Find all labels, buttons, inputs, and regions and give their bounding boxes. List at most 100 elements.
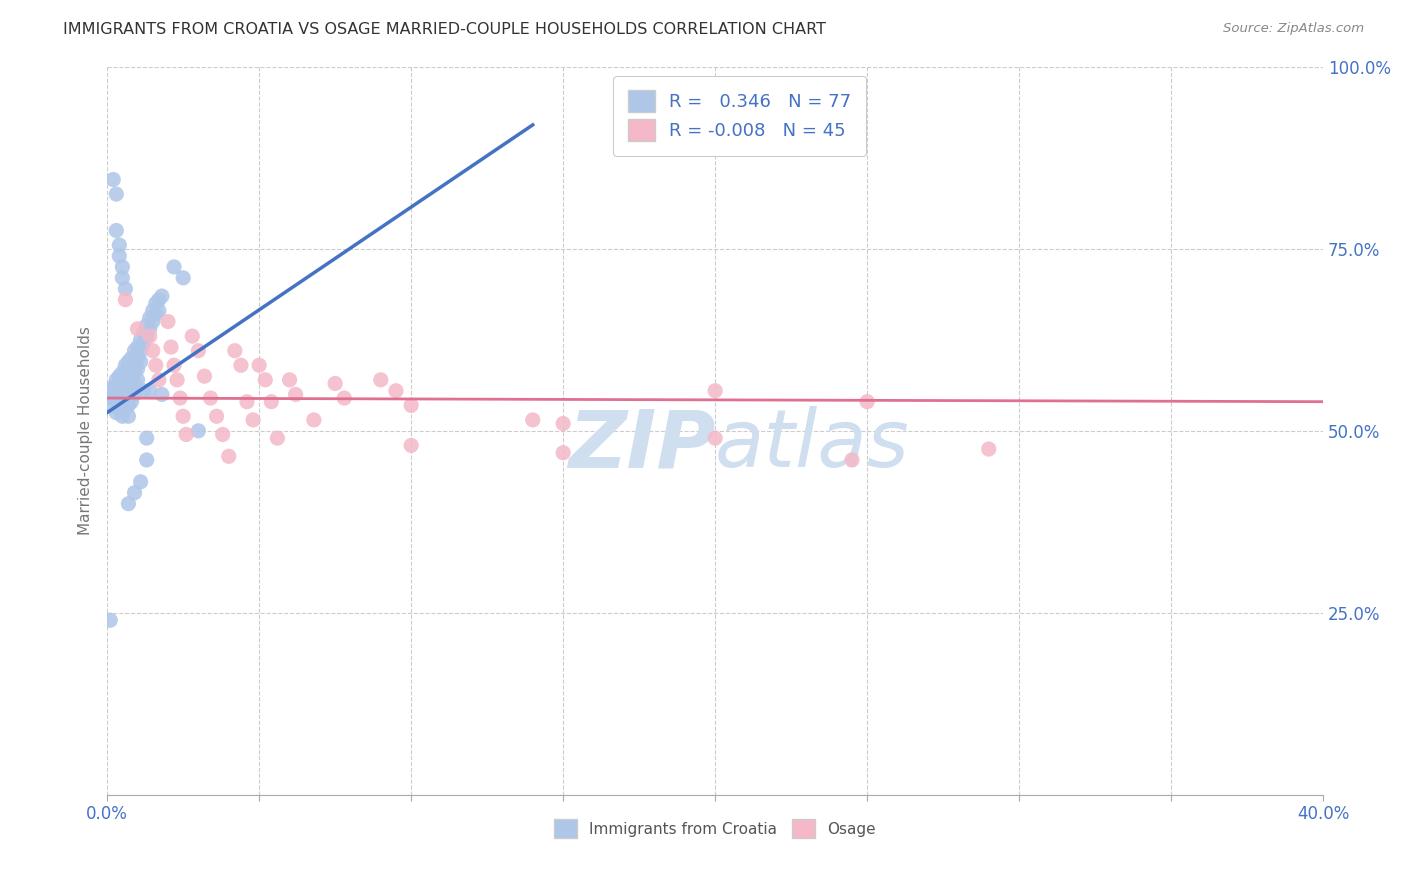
Point: [98, 384, 121, 398]
Point: [172, 270, 194, 285]
Point: [156, 314, 179, 328]
Point: [138, 322, 160, 336]
Point: [111, 409, 134, 424]
Point: [142, 343, 165, 358]
Point: [124, 343, 146, 358]
Point: [399, 398, 422, 412]
Point: [166, 373, 188, 387]
Point: [333, 391, 356, 405]
Point: [172, 409, 194, 424]
Point: [145, 358, 167, 372]
Point: [135, 318, 157, 333]
Point: [856, 394, 879, 409]
Point: [138, 384, 160, 398]
Point: [145, 296, 167, 310]
Point: [108, 238, 131, 252]
Point: [117, 366, 139, 380]
Point: [121, 373, 143, 387]
Point: [132, 336, 155, 351]
Point: [105, 373, 128, 387]
Point: [111, 387, 134, 401]
Point: [218, 450, 240, 464]
Point: [108, 401, 131, 416]
Point: [121, 351, 143, 365]
Point: [205, 409, 228, 424]
Point: [124, 387, 146, 401]
Point: [124, 376, 146, 391]
Text: atlas: atlas: [716, 407, 910, 484]
Point: [121, 362, 143, 376]
Point: [242, 413, 264, 427]
Point: [254, 373, 277, 387]
Point: [704, 431, 727, 445]
Point: [117, 387, 139, 401]
Legend: R =   0.346   N = 77, R = -0.008   N = 45: R = 0.346 N = 77, R = -0.008 N = 45: [613, 76, 866, 156]
Point: [163, 358, 186, 372]
Point: [105, 384, 128, 398]
Point: [124, 366, 146, 380]
Text: Source: ZipAtlas.com: Source: ZipAtlas.com: [1223, 22, 1364, 36]
Point: [224, 343, 246, 358]
Point: [117, 398, 139, 412]
Point: [114, 293, 136, 307]
Point: [111, 260, 134, 274]
Point: [111, 398, 134, 412]
Point: [129, 354, 152, 368]
Point: [148, 293, 170, 307]
Point: [127, 373, 149, 387]
Point: [211, 427, 233, 442]
Point: [105, 394, 128, 409]
Point: [108, 249, 131, 263]
Point: [399, 438, 422, 452]
Point: [111, 366, 134, 380]
Point: [127, 351, 149, 365]
Point: [145, 307, 167, 321]
Point: [148, 303, 170, 318]
Point: [193, 369, 215, 384]
Point: [150, 387, 173, 401]
Point: [142, 303, 165, 318]
Point: [181, 329, 204, 343]
Point: [114, 282, 136, 296]
Point: [135, 431, 157, 445]
Point: [105, 223, 128, 237]
Text: IMMIGRANTS FROM CROATIA VS OSAGE MARRIED-COUPLE HOUSEHOLDS CORRELATION CHART: IMMIGRANTS FROM CROATIA VS OSAGE MARRIED…: [63, 22, 827, 37]
Point: [266, 431, 288, 445]
Point: [278, 373, 301, 387]
Point: [247, 358, 270, 372]
Point: [114, 401, 136, 416]
Point: [169, 391, 191, 405]
Point: [553, 417, 575, 431]
Point: [553, 445, 575, 459]
Point: [370, 373, 392, 387]
Point: [121, 394, 143, 409]
Point: [163, 260, 186, 274]
Point: [142, 314, 165, 328]
Point: [117, 497, 139, 511]
Point: [135, 453, 157, 467]
Point: [111, 270, 134, 285]
Point: [127, 322, 149, 336]
Point: [105, 406, 128, 420]
Point: [129, 333, 152, 347]
Text: ZIP: ZIP: [568, 407, 716, 484]
Point: [236, 394, 259, 409]
Point: [103, 391, 125, 405]
Point: [129, 475, 152, 489]
Point: [284, 387, 307, 401]
Point: [121, 384, 143, 398]
Point: [129, 343, 152, 358]
Point: [704, 384, 727, 398]
Point: [150, 289, 173, 303]
Point: [117, 354, 139, 368]
Point: [385, 384, 408, 398]
Point: [174, 427, 197, 442]
Point: [132, 384, 155, 398]
Point: [135, 329, 157, 343]
Point: [103, 398, 125, 412]
Point: [200, 391, 222, 405]
Point: [114, 369, 136, 384]
Point: [103, 380, 125, 394]
Point: [124, 485, 146, 500]
Point: [114, 380, 136, 394]
